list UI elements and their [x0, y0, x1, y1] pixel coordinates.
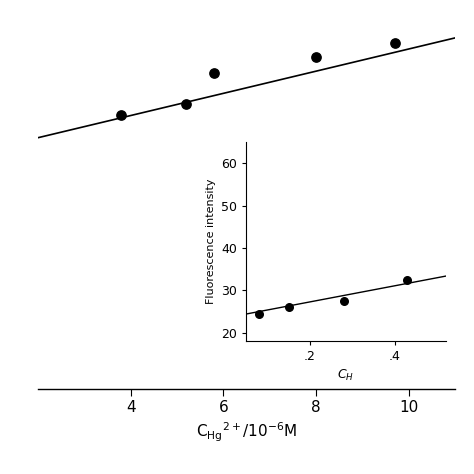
Point [255, 310, 263, 318]
X-axis label: C$_{\mathrm{Hg}}$$^{2+}$/10$^{-6}$M: C$_{\mathrm{Hg}}$$^{2+}$/10$^{-6}$M [196, 421, 297, 444]
Point [285, 304, 292, 311]
Point [391, 39, 399, 47]
Point [340, 297, 348, 305]
Point [210, 70, 218, 77]
Point [404, 276, 411, 283]
Point [312, 53, 320, 61]
Point [182, 100, 190, 108]
Point [118, 111, 125, 118]
Y-axis label: Fluorescence intensity: Fluorescence intensity [206, 179, 216, 304]
X-axis label: $C_H$: $C_H$ [337, 367, 355, 383]
